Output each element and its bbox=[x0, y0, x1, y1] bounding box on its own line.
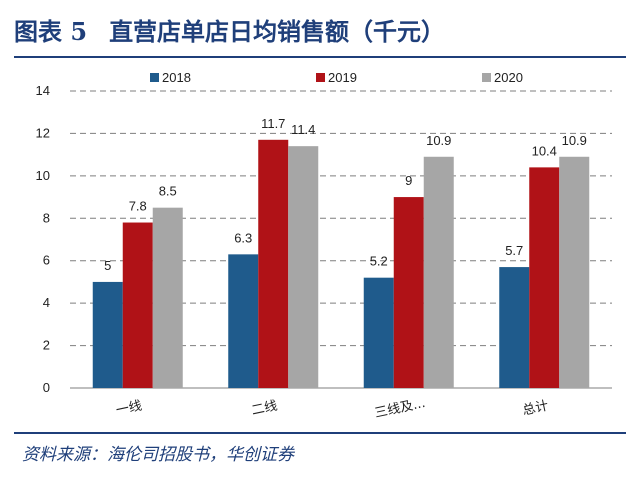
legend-label-2019: 2019 bbox=[328, 70, 357, 85]
data-label: 11.7 bbox=[261, 116, 285, 131]
figure-number: 图表 5 bbox=[14, 17, 88, 46]
source-note: 资料来源：海伦司招股书，华创证券 bbox=[22, 445, 294, 465]
legend-label-2020: 2020 bbox=[494, 70, 523, 85]
bar-2020-3 bbox=[559, 156, 590, 388]
data-label: 6.3 bbox=[234, 230, 252, 245]
legend-swatch-2018 bbox=[150, 73, 159, 82]
figure-caption: 直营店单店日均销售额（千元） bbox=[109, 17, 446, 46]
y-tick-label: 0 bbox=[43, 380, 50, 395]
x-category-label: 总计 bbox=[521, 399, 550, 419]
x-category-label: 二线 bbox=[250, 399, 279, 419]
y-tick-label: 8 bbox=[43, 210, 50, 225]
data-label: 5.2 bbox=[370, 254, 388, 269]
bar-2019-3 bbox=[529, 167, 560, 388]
bar-2019-2 bbox=[393, 197, 424, 388]
bar-2019-0 bbox=[122, 222, 153, 388]
bar-2020-2 bbox=[423, 156, 454, 388]
x-category-label: 一线 bbox=[115, 399, 144, 419]
bar-2020-1 bbox=[288, 146, 319, 388]
bar-2020-0 bbox=[152, 207, 183, 388]
data-label: 5.7 bbox=[505, 243, 523, 258]
title-rule bbox=[14, 56, 626, 58]
bar-chart: 0 2 4 6 8 10 12 14 5 7.8 8.5 一线 6.3 11.7 11.4 二线 5.2 9 10.… bbox=[36, 83, 612, 421]
y-tick-label: 12 bbox=[36, 125, 50, 140]
bar-2018-3 bbox=[499, 267, 530, 388]
data-label: 10.9 bbox=[562, 133, 587, 148]
data-label: 9 bbox=[405, 173, 412, 188]
y-tick-label: 6 bbox=[43, 253, 50, 268]
legend: 2018 2019 2020 bbox=[150, 70, 638, 85]
y-tick-label: 10 bbox=[36, 168, 50, 183]
legend-swatch-2019 bbox=[316, 73, 325, 82]
legend-label-2018: 2018 bbox=[162, 70, 191, 85]
bar-2018-0 bbox=[92, 281, 123, 388]
x-category-label: 三线及... bbox=[373, 396, 426, 421]
bar-2018-2 bbox=[363, 277, 394, 388]
source-rule bbox=[14, 432, 626, 434]
data-label: 5 bbox=[104, 258, 111, 273]
y-tick-label: 4 bbox=[43, 295, 50, 310]
legend-swatch-2020 bbox=[482, 73, 491, 82]
figure-title: 图表 5 直营店单店日均销售额（千元） bbox=[14, 14, 467, 50]
bar-2019-1 bbox=[258, 139, 289, 388]
data-label: 8.5 bbox=[159, 184, 177, 199]
data-label: 11.4 bbox=[291, 122, 315, 137]
legend-item-2019: 2019 bbox=[316, 70, 482, 85]
legend-item-2020: 2020 bbox=[482, 70, 638, 85]
data-label: 7.8 bbox=[129, 199, 147, 214]
data-label: 10.9 bbox=[426, 133, 451, 148]
bar-2018-1 bbox=[228, 254, 259, 388]
data-label: 10.4 bbox=[532, 143, 557, 158]
y-tick-label: 14 bbox=[36, 83, 50, 98]
y-tick-label: 2 bbox=[43, 338, 50, 353]
legend-item-2018: 2018 bbox=[150, 70, 316, 85]
